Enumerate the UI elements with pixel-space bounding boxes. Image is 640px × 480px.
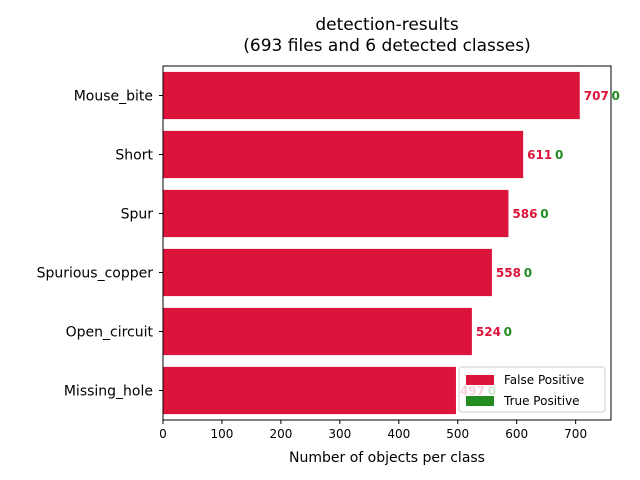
legend-label: False Positive (504, 373, 584, 387)
y-tick-label: Missing_hole (64, 384, 153, 400)
data-label-true-positive: 0 (555, 148, 563, 162)
data-label-true-positive: 0 (524, 266, 532, 280)
bar-false-positive-mouse-bite (163, 71, 580, 120)
data-label-false-positive: 707 (584, 89, 609, 103)
x-tick-label: 500 (446, 427, 469, 441)
x-tick-label: 700 (564, 427, 587, 441)
y-tick-label: Short (115, 148, 153, 164)
x-tick-label: 400 (387, 427, 410, 441)
bar-false-positive-spurious-copper (163, 248, 492, 297)
legend-label: True Positive (503, 394, 580, 408)
data-label-true-positive: 0 (504, 325, 512, 339)
legend-swatch-false-positive (466, 375, 494, 385)
x-tick-label: 0 (159, 427, 167, 441)
chart-title: detection-results (315, 15, 459, 35)
y-tick-label: Spur (121, 207, 154, 223)
y-tick-label: Open_circuit (66, 325, 154, 341)
bar-false-positive-open-circuit (163, 307, 472, 356)
data-label-false-positive: 524 (476, 325, 501, 339)
legend: False Positive True Positive (458, 366, 606, 413)
bar-false-positive-spur (163, 189, 509, 238)
x-tick-label: 200 (269, 427, 292, 441)
bar-false-positive-missing-hole (163, 366, 456, 415)
axes-group: Mouse_bite Short Spur Spurious_copper Open_c… (37, 65, 612, 441)
x-tick-label: 100 (210, 427, 233, 441)
legend-swatch-true-positive (466, 396, 494, 406)
data-label-false-positive: 586 (512, 207, 537, 221)
y-tick-label: Spurious_copper (37, 266, 154, 282)
bars-group (163, 71, 580, 415)
x-axis-label: Number of objects per class (289, 450, 485, 466)
data-label-true-positive: 0 (612, 89, 620, 103)
data-label-false-positive: 611 (527, 148, 552, 162)
y-tick-label: Mouse_bite (74, 89, 153, 105)
data-label-false-positive: 558 (496, 266, 521, 280)
plot-frame (162, 65, 612, 421)
x-tick-label: 600 (505, 427, 528, 441)
legend-box (458, 366, 606, 413)
bar-false-positive-short (163, 130, 524, 179)
x-tick-label: 300 (328, 427, 351, 441)
data-label-true-positive: 0 (540, 207, 548, 221)
chart-subtitle: (693 files and 6 detected classes) (243, 36, 530, 56)
